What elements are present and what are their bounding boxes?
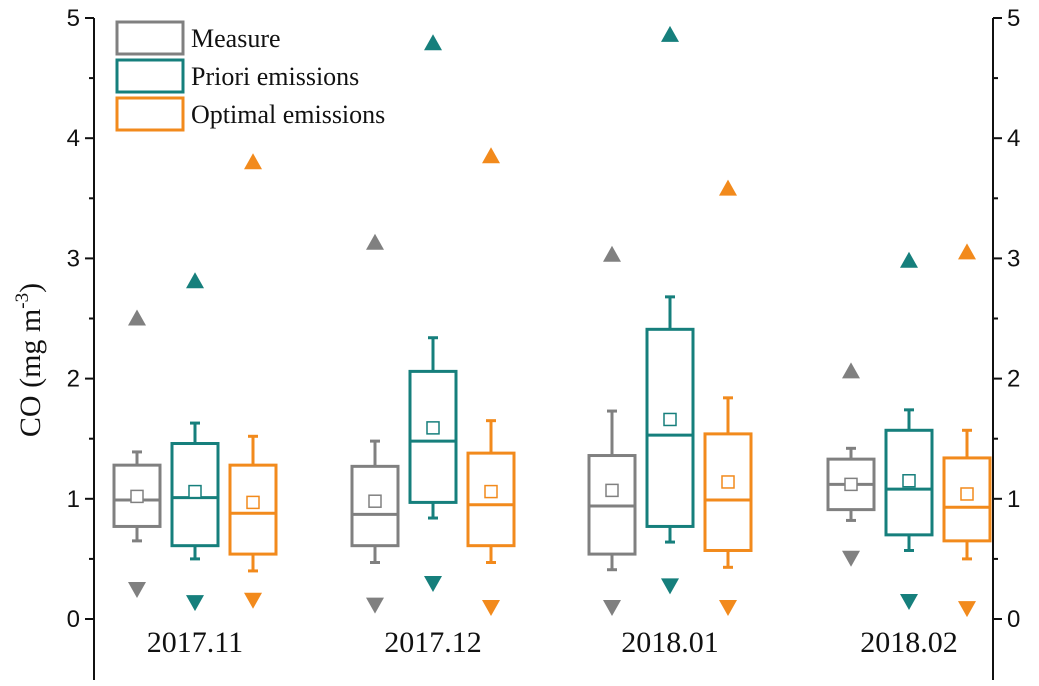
- min-marker: [661, 578, 679, 595]
- max-marker: [900, 251, 918, 268]
- mean-marker: [960, 487, 974, 501]
- box-priori-emissions: [170, 272, 220, 612]
- y-tick-label-left: 2: [67, 366, 80, 393]
- category-label: 2018.02: [860, 626, 958, 659]
- iqr-box: [466, 451, 516, 548]
- max-marker: [661, 25, 679, 42]
- y-axis-title-end: ): [14, 283, 47, 293]
- box-measure: [112, 309, 162, 598]
- mean-marker: [844, 477, 858, 492]
- iqr-box: [170, 442, 220, 548]
- min-marker: [900, 593, 918, 610]
- legend-label: Measure: [191, 24, 281, 53]
- legend-item: Priori emissions: [115, 58, 359, 94]
- y-axis-title: CO (mg m-3): [12, 283, 47, 437]
- mean-marker: [484, 484, 498, 499]
- iqr-box: [645, 327, 695, 528]
- box-priori-emissions: [408, 34, 458, 592]
- category-group: 2017.12: [350, 34, 516, 659]
- axes: 0 0 1 1 2 2 3 3 4 4 5 5: [67, 5, 1020, 680]
- mean-marker: [721, 475, 735, 489]
- box-measure: [826, 362, 876, 567]
- legend-swatch: [115, 20, 185, 56]
- box-measure: [350, 233, 400, 614]
- y-tick-label-left: 5: [67, 5, 80, 32]
- min-marker: [128, 581, 146, 598]
- legend-item: Optimal emissions: [115, 96, 385, 132]
- legend-swatch: [115, 96, 185, 132]
- min-marker: [603, 599, 621, 616]
- max-marker: [424, 34, 442, 51]
- min-marker: [719, 599, 737, 616]
- y-tick-label-right: 1: [1007, 486, 1020, 513]
- iqr-box: [408, 369, 458, 504]
- box-priori-emissions: [884, 251, 934, 610]
- box-optimal-emissions: [942, 243, 992, 618]
- max-marker: [128, 309, 146, 326]
- category-group: 2017.11: [112, 153, 278, 659]
- box-groups: 2017.11 2017.12 2018.01 2018.02: [112, 25, 992, 659]
- legend-label: Optimal emissions: [191, 100, 385, 129]
- max-marker: [482, 147, 500, 164]
- max-marker: [603, 245, 621, 262]
- max-marker: [186, 272, 204, 289]
- y-tick-label-right: 5: [1007, 5, 1020, 32]
- y-axis-title-main: CO (mg m: [14, 309, 47, 437]
- box-priori-emissions: [645, 25, 695, 595]
- iqr-box: [350, 464, 400, 548]
- iqr-box: [884, 428, 934, 537]
- mean-marker: [188, 484, 202, 499]
- y-tick-label-right: 0: [1007, 606, 1020, 633]
- min-marker: [366, 597, 384, 614]
- max-marker: [366, 233, 384, 250]
- y-tick-label-right: 2: [1007, 366, 1020, 393]
- category-label: 2018.01: [621, 626, 719, 659]
- legend: Measure Priori emissions Optimal emissions: [115, 20, 385, 132]
- legend-label: Priori emissions: [191, 62, 359, 91]
- min-marker: [244, 592, 262, 609]
- box-optimal-emissions: [703, 179, 753, 616]
- y-tick-label-left: 4: [67, 125, 80, 152]
- min-marker: [186, 595, 204, 612]
- max-marker: [244, 153, 262, 170]
- iqr-box: [703, 432, 753, 552]
- y-axis-title-sup: -3: [12, 293, 33, 309]
- min-marker: [482, 599, 500, 616]
- min-marker: [424, 575, 442, 592]
- y-tick-label-right: 4: [1007, 125, 1020, 152]
- category-label: 2017.12: [384, 626, 482, 659]
- mean-marker: [605, 483, 619, 498]
- y-tick-label-left: 1: [67, 486, 80, 513]
- iqr-box: [228, 463, 278, 556]
- mean-marker: [368, 494, 382, 508]
- iqr-box: [942, 456, 992, 543]
- mean-marker: [426, 421, 440, 435]
- box-optimal-emissions: [466, 147, 516, 616]
- min-marker: [958, 601, 976, 618]
- box-optimal-emissions: [228, 153, 278, 609]
- min-marker: [842, 550, 860, 567]
- mean-marker: [130, 489, 144, 504]
- mean-marker: [663, 412, 677, 427]
- category-group: 2018.01: [587, 25, 753, 659]
- y-tick-label-left: 3: [67, 245, 80, 272]
- mean-marker: [246, 495, 260, 510]
- legend-swatch: [115, 58, 185, 94]
- max-marker: [719, 179, 737, 196]
- legend-item: Measure: [115, 20, 281, 56]
- box-measure: [587, 245, 637, 616]
- y-tick-label-right: 3: [1007, 245, 1020, 272]
- category-label: 2017.11: [147, 626, 243, 659]
- max-marker: [842, 362, 860, 379]
- y-tick-label-left: 0: [67, 606, 80, 633]
- mean-marker: [902, 474, 916, 488]
- iqr-box: [112, 463, 162, 528]
- max-marker: [958, 243, 976, 260]
- category-group: 2018.02: [826, 243, 992, 659]
